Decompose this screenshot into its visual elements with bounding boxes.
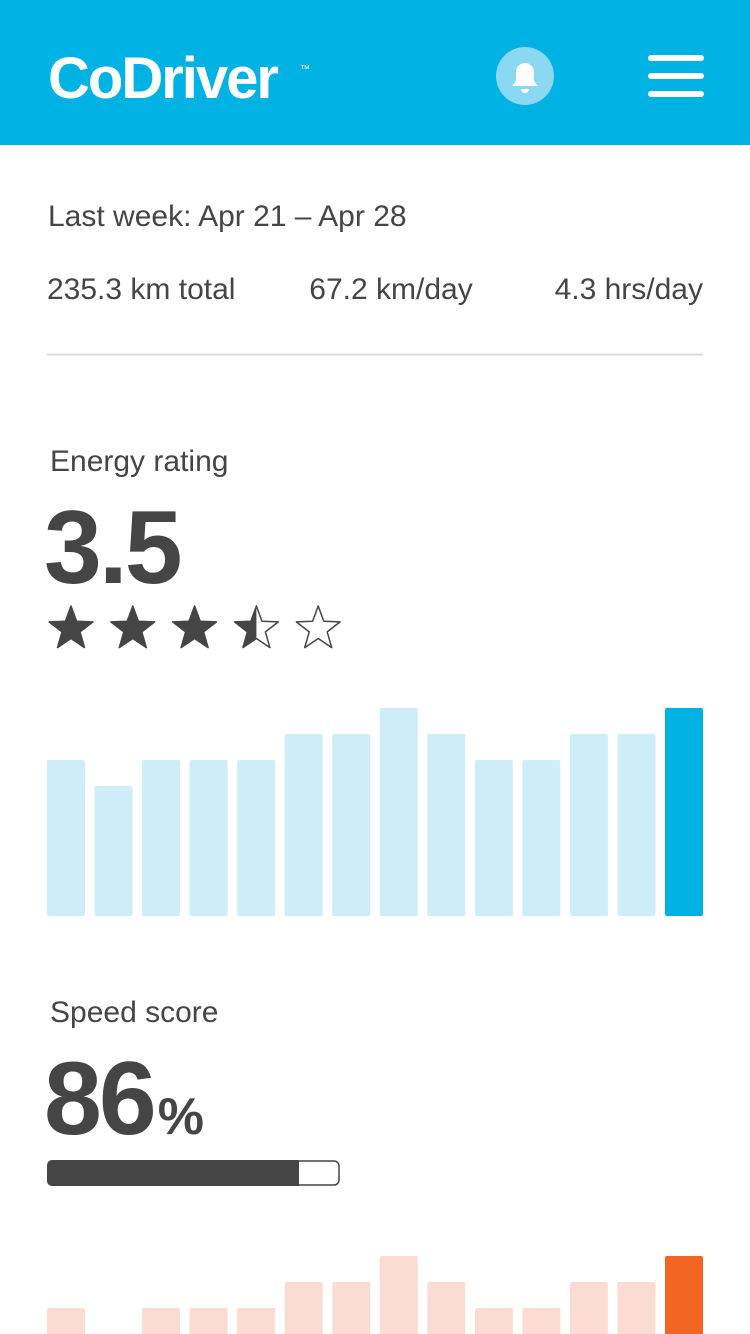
history-bar	[142, 1308, 181, 1334]
progress-fill	[47, 1160, 299, 1186]
app-bar	[0, 0, 750, 145]
history-bar	[379, 1256, 418, 1334]
history-bar	[665, 1256, 703, 1334]
history-bar	[189, 1308, 228, 1334]
logo[interactable]: CoDriver	[48, 46, 280, 111]
history-bar	[47, 760, 85, 916]
total-distance: 235.3 km total	[47, 273, 235, 306]
energy-label: Energy rating	[50, 445, 228, 478]
history-bar	[617, 734, 656, 916]
history-bar	[569, 734, 608, 916]
history-bar	[427, 734, 466, 916]
menu-button[interactable]	[648, 55, 704, 97]
speed-label: Speed score	[50, 996, 218, 1029]
notifications-button[interactable]	[496, 47, 554, 105]
history-bar	[379, 708, 418, 916]
history-bar	[237, 760, 276, 916]
history-bar	[332, 734, 371, 916]
star	[110, 605, 156, 649]
star	[295, 605, 341, 649]
history-bar	[474, 1308, 513, 1334]
history-bar	[522, 760, 561, 916]
history-bar	[522, 1308, 561, 1334]
star-fill	[110, 606, 155, 648]
star	[233, 605, 280, 649]
history-bar	[47, 1308, 85, 1334]
history-bar	[474, 760, 513, 916]
star-fill	[172, 606, 217, 648]
star	[48, 605, 94, 649]
history-bar	[142, 760, 181, 916]
star-fill	[49, 606, 93, 648]
trademark: ™	[300, 64, 310, 75]
history-bar	[284, 1282, 323, 1334]
history-bar	[427, 1282, 466, 1334]
history-bar	[284, 734, 323, 916]
history-bar	[617, 1282, 656, 1334]
period: Last week: Apr 21 – Apr 28	[48, 200, 407, 233]
history-bar	[237, 1308, 276, 1334]
history-bar	[94, 786, 133, 916]
time-per-day: 4.3 hrs/day	[555, 273, 703, 306]
history-bar	[189, 760, 228, 916]
history-bar	[665, 708, 703, 916]
speed-unit: %	[158, 1088, 204, 1146]
star	[171, 605, 218, 649]
history-bar	[569, 1282, 608, 1334]
energy-value: 3.5	[44, 490, 180, 606]
star-fill	[234, 606, 257, 648]
star-outline	[295, 605, 341, 649]
distance-per-day: 67.2 km/day	[309, 273, 472, 306]
speed-value: 86	[44, 1041, 154, 1157]
history-bar	[332, 1282, 371, 1334]
bell-icon	[512, 63, 538, 93]
